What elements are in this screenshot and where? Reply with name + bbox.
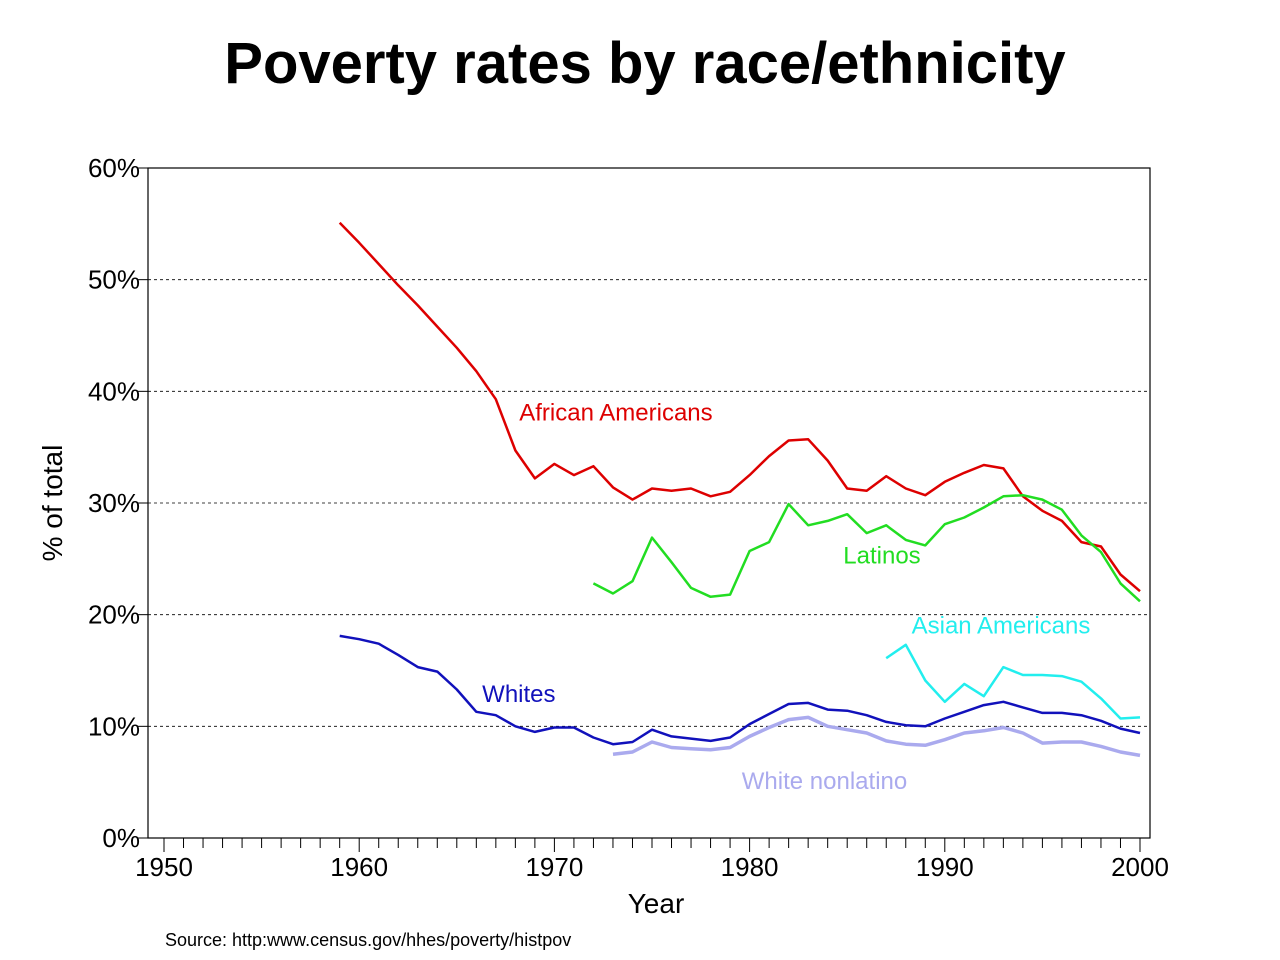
y-axis-title: % of total	[37, 445, 68, 562]
axis-ticks	[138, 167, 1141, 852]
series-label-white-nonlatino: White nonlatino	[742, 768, 907, 795]
series-labels: African Americans Latinos Asian Americans W…	[482, 399, 1090, 794]
y-tick-label: 50%	[88, 265, 140, 295]
y-tick-label: 0%	[102, 823, 140, 853]
y-tick-label: 20%	[88, 600, 140, 630]
x-axis-title: Year	[628, 888, 685, 919]
x-tick-label: 1990	[916, 852, 974, 882]
series-line-latinos	[592, 493, 1141, 603]
x-tick-labels: 1950 1960 1970 1980 1990 2000	[135, 852, 1169, 882]
x-tick-label: 1960	[330, 852, 388, 882]
series-lines	[338, 221, 1141, 758]
series-label-whites: Whites	[482, 681, 555, 708]
x-tick-label: 1950	[135, 852, 193, 882]
x-tick-label: 2000	[1111, 852, 1169, 882]
series-label-asian-americans: Asian Americans	[912, 613, 1091, 640]
series-line-african-americans	[338, 221, 1141, 593]
series-line-asian-americans	[885, 643, 1141, 720]
y-tick-label: 10%	[88, 711, 140, 741]
x-tick-label: 1970	[525, 852, 583, 882]
y-tick-label: 40%	[88, 376, 140, 406]
x-tick-label: 1980	[721, 852, 779, 882]
series-line-whites	[339, 634, 1141, 746]
series-label-african-americans: African Americans	[519, 399, 712, 426]
series-line-white-nonlatino	[612, 715, 1141, 758]
source-note: Source: http:www.census.gov/hhes/poverty…	[165, 930, 572, 950]
y-tick-labels: 0% 10% 20% 30% 40% 50% 60%	[88, 153, 140, 853]
series-label-latinos: Latinos	[843, 542, 920, 569]
y-tick-label: 60%	[88, 153, 140, 183]
y-tick-label: 30%	[88, 488, 140, 518]
gridlines	[148, 279, 1150, 727]
chart-title: Poverty rates by race/ethnicity	[224, 31, 1066, 96]
plot-frame	[147, 167, 1151, 839]
